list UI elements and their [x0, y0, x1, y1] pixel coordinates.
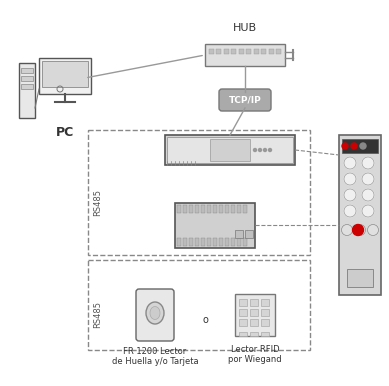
Bar	[217, 49, 221, 54]
FancyBboxPatch shape	[136, 289, 174, 341]
Circle shape	[362, 157, 374, 169]
Bar	[239, 299, 247, 306]
Bar	[21, 84, 33, 89]
Bar	[225, 237, 229, 245]
Circle shape	[263, 149, 266, 151]
Bar	[261, 319, 269, 326]
Bar	[269, 49, 274, 54]
Bar	[224, 49, 229, 54]
Text: o: o	[202, 315, 208, 325]
Bar	[177, 205, 181, 213]
Bar	[219, 237, 223, 245]
Circle shape	[342, 143, 348, 149]
Bar	[231, 49, 237, 54]
Bar	[237, 205, 241, 213]
Bar	[39, 58, 91, 94]
Bar	[261, 309, 269, 316]
Bar	[219, 205, 223, 213]
Bar	[195, 205, 199, 213]
Circle shape	[254, 149, 256, 151]
Bar	[250, 309, 258, 316]
Circle shape	[354, 225, 366, 235]
Bar	[250, 332, 258, 336]
Ellipse shape	[150, 306, 160, 320]
FancyBboxPatch shape	[219, 89, 271, 111]
Text: HUB: HUB	[233, 23, 257, 33]
Bar	[177, 237, 181, 245]
Circle shape	[342, 225, 352, 235]
Circle shape	[344, 157, 356, 169]
Bar	[207, 237, 211, 245]
Circle shape	[268, 149, 272, 151]
Circle shape	[344, 189, 356, 201]
Bar	[231, 237, 235, 245]
Bar	[209, 49, 214, 54]
Bar	[347, 269, 373, 287]
Bar	[261, 332, 269, 336]
Bar	[250, 319, 258, 326]
Bar	[207, 205, 211, 213]
Bar	[210, 139, 250, 161]
Text: de Huella y/o Tarjeta: de Huella y/o Tarjeta	[112, 357, 198, 366]
Circle shape	[362, 189, 374, 201]
Bar	[245, 230, 253, 237]
Bar	[88, 260, 310, 350]
Bar	[237, 237, 241, 245]
Text: RS485: RS485	[93, 301, 102, 328]
Bar	[21, 76, 33, 81]
Circle shape	[351, 143, 357, 149]
Bar	[339, 135, 381, 295]
Bar	[213, 205, 217, 213]
Bar	[247, 49, 252, 54]
Text: por Wiegand: por Wiegand	[228, 355, 282, 364]
Bar	[167, 137, 293, 163]
Bar	[19, 63, 35, 118]
Bar	[183, 205, 187, 213]
Bar	[243, 205, 247, 213]
Bar	[231, 205, 235, 213]
Bar	[239, 49, 244, 54]
Bar	[225, 205, 229, 213]
Bar	[261, 299, 269, 306]
Bar	[42, 61, 88, 87]
Bar	[201, 237, 205, 245]
Circle shape	[259, 149, 261, 151]
Bar	[235, 294, 275, 336]
Circle shape	[352, 225, 363, 235]
Circle shape	[344, 205, 356, 217]
Circle shape	[362, 205, 374, 217]
Ellipse shape	[146, 302, 164, 324]
Bar	[189, 205, 193, 213]
Bar	[342, 139, 378, 153]
Bar	[205, 44, 285, 66]
Circle shape	[362, 173, 374, 185]
Bar	[243, 237, 247, 245]
Circle shape	[360, 143, 366, 149]
Bar	[195, 237, 199, 245]
Bar	[277, 49, 282, 54]
Bar	[239, 332, 247, 336]
Bar	[189, 237, 193, 245]
Text: FR 1200 Lector: FR 1200 Lector	[123, 347, 187, 356]
Bar	[239, 319, 247, 326]
Bar	[239, 309, 247, 316]
Circle shape	[368, 225, 378, 235]
Bar	[21, 68, 33, 73]
Text: TCP/IP: TCP/IP	[229, 95, 261, 105]
Bar	[183, 237, 187, 245]
Bar	[88, 130, 310, 255]
Bar	[250, 299, 258, 306]
Text: RS485: RS485	[93, 189, 102, 216]
Bar	[175, 203, 255, 247]
Bar	[235, 230, 243, 237]
Bar	[213, 237, 217, 245]
Bar	[261, 49, 266, 54]
Text: PC: PC	[56, 126, 74, 139]
Circle shape	[344, 173, 356, 185]
Bar	[254, 49, 259, 54]
Bar	[201, 205, 205, 213]
Text: Lector RFID: Lector RFID	[231, 345, 279, 354]
Bar	[165, 135, 295, 165]
